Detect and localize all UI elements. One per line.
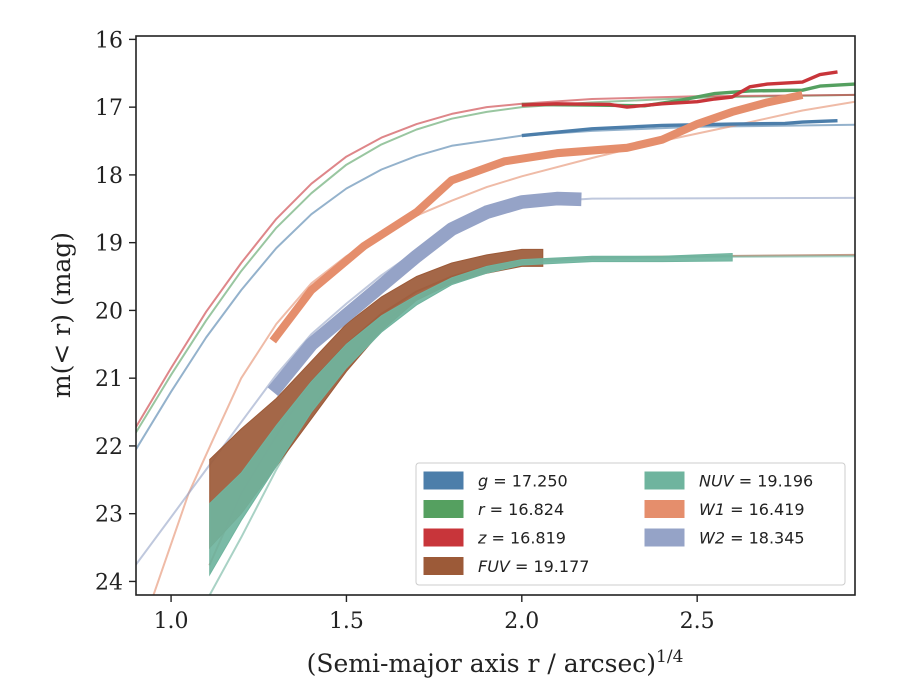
profile-band-fuv — [209, 248, 544, 549]
y-tick-label: 21 — [95, 367, 123, 392]
legend-swatch-fuv — [423, 557, 464, 575]
legend-label-w2: W2 = 18.345 — [699, 529, 805, 548]
legend: g = 17.250 r = 16.824 z = 16.819 FUV = 19.1… — [415, 462, 846, 586]
x-tick-label: 1.0 — [154, 609, 189, 634]
x-axis-ticks: 1.0 1.5 2.0 2.5 — [154, 595, 715, 634]
measured-curves — [209, 70, 855, 577]
profile-band-nuv — [209, 252, 733, 577]
profile-curve-z — [521, 70, 838, 109]
legend-swatch-nuv — [644, 471, 685, 490]
y-tick-label: 23 — [95, 503, 123, 528]
legend-label-g: g = 17.250 — [478, 472, 568, 491]
legend-label-r: r = 16.824 — [478, 500, 564, 519]
legend-swatch-z — [423, 528, 464, 547]
x-tick-label: 2.5 — [680, 609, 715, 634]
profile-curve-w1 — [269, 90, 804, 344]
y-tick-label: 17 — [95, 96, 123, 121]
legend-swatch-w2 — [644, 528, 685, 547]
y-tick-label: 24 — [95, 570, 123, 595]
y-axis-label: m(< r) (mag) — [47, 232, 76, 398]
legend-label-fuv: FUV = 19.177 — [478, 557, 589, 576]
legend-label-nuv: NUV = 19.196 — [699, 472, 813, 491]
y-tick-label: 16 — [95, 28, 123, 53]
y-tick-label: 20 — [95, 299, 123, 324]
profile-curve-w2 — [267, 191, 582, 396]
legend-swatch-w1 — [644, 500, 685, 518]
model-curve-z — [136, 93, 855, 428]
x-tick-label: 2.0 — [504, 609, 539, 634]
model-curve-g — [136, 123, 855, 451]
y-tick-label: 22 — [95, 435, 123, 460]
y-axis-ticks: 16 17 18 19 20 21 22 23 24 — [95, 28, 136, 595]
x-tick-label: 1.5 — [329, 609, 364, 634]
legend-label-z: z = 16.819 — [477, 529, 566, 548]
x-axis-label: (Semi-major axis r / arcsec)1/4 — [307, 647, 684, 678]
y-tick-label: 18 — [95, 164, 123, 189]
plot-frame — [135, 35, 856, 596]
legend-frame — [415, 462, 846, 586]
y-tick-label: 19 — [95, 232, 123, 257]
profile-curve-g — [521, 119, 838, 138]
legend-swatch-g — [423, 471, 464, 490]
legend-swatch-r — [423, 500, 464, 518]
legend-label-w1: W1 = 16.419 — [699, 500, 805, 519]
x-axis-label-exponent: 1/4 — [656, 647, 683, 667]
